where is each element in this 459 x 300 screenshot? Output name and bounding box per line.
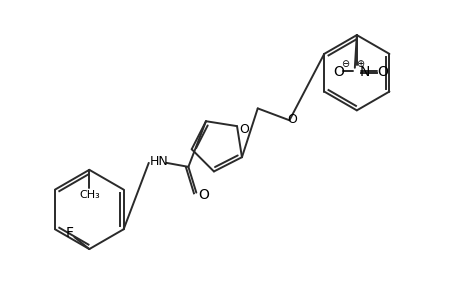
Text: ⊖: ⊖ bbox=[340, 59, 348, 69]
Text: F: F bbox=[65, 226, 73, 240]
Text: HN: HN bbox=[149, 155, 168, 168]
Text: N: N bbox=[359, 65, 369, 79]
Text: ⊕: ⊕ bbox=[355, 59, 363, 69]
Text: O: O bbox=[197, 188, 208, 202]
Text: O: O bbox=[333, 65, 344, 79]
Text: CH₃: CH₃ bbox=[79, 190, 100, 200]
Text: O: O bbox=[239, 123, 248, 136]
Text: O: O bbox=[287, 113, 297, 126]
Text: O: O bbox=[376, 65, 387, 79]
